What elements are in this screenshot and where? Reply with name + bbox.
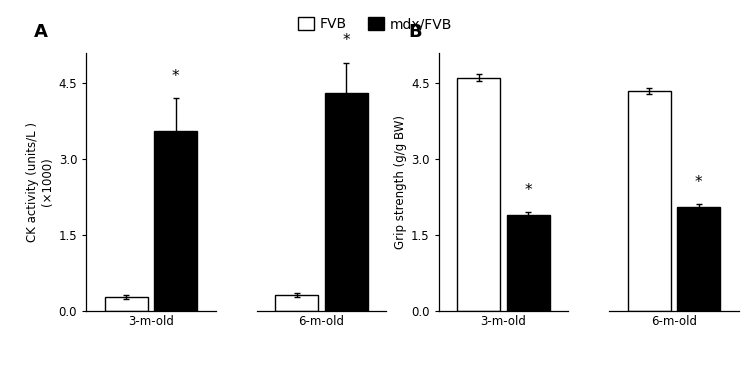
Text: *: * <box>695 175 703 190</box>
Bar <box>154 131 197 311</box>
Bar <box>458 78 500 311</box>
Text: *: * <box>343 33 350 48</box>
Text: A: A <box>34 23 48 41</box>
Bar <box>275 295 319 311</box>
Bar <box>506 215 550 311</box>
Y-axis label: Grip strength (g/g BW): Grip strength (g/g BW) <box>394 115 407 249</box>
Text: B: B <box>409 23 422 41</box>
Legend: FVB, mdx/FVB: FVB, mdx/FVB <box>295 15 455 34</box>
Y-axis label: CK activity (units/L )
(×1000): CK activity (units/L ) (×1000) <box>26 122 55 242</box>
Bar <box>628 90 671 311</box>
Text: *: * <box>172 69 179 84</box>
Text: *: * <box>524 183 532 198</box>
Bar <box>325 93 368 311</box>
Bar <box>105 297 148 311</box>
Bar <box>677 207 720 311</box>
